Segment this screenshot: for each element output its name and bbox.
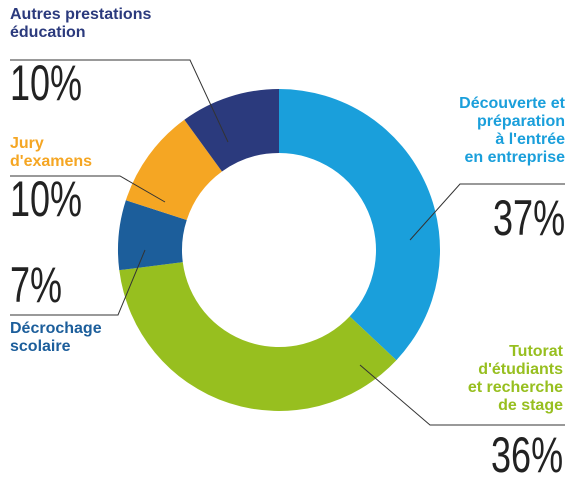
leader-line [10,59,229,143]
leader-line [10,249,146,316]
leader-lines [10,59,565,426]
value-label: 7% [10,257,63,313]
donut [117,89,441,412]
leader-line [359,364,565,426]
value-label: 10% [10,171,83,227]
segment-label: Jury d'examens [10,135,93,170]
donut-segment [117,200,187,271]
segment-label: Découverte et préparation à l'entrée en … [459,95,565,166]
value-label: 37% [492,190,565,246]
leader-line [10,175,166,203]
segment-label: Décrochage scolaire [10,320,102,355]
donut-segment [184,89,279,172]
leader-line [409,183,565,241]
value-label: 10% [10,55,83,111]
segment-label: Autres prestations éducation [10,6,152,41]
donut-segment [125,119,222,221]
donut-segment [119,262,397,412]
value-label: 36% [490,427,563,481]
donut-segment [279,89,441,361]
segment-label: Tutorat d'étudiants et recherche de stag… [467,343,563,414]
